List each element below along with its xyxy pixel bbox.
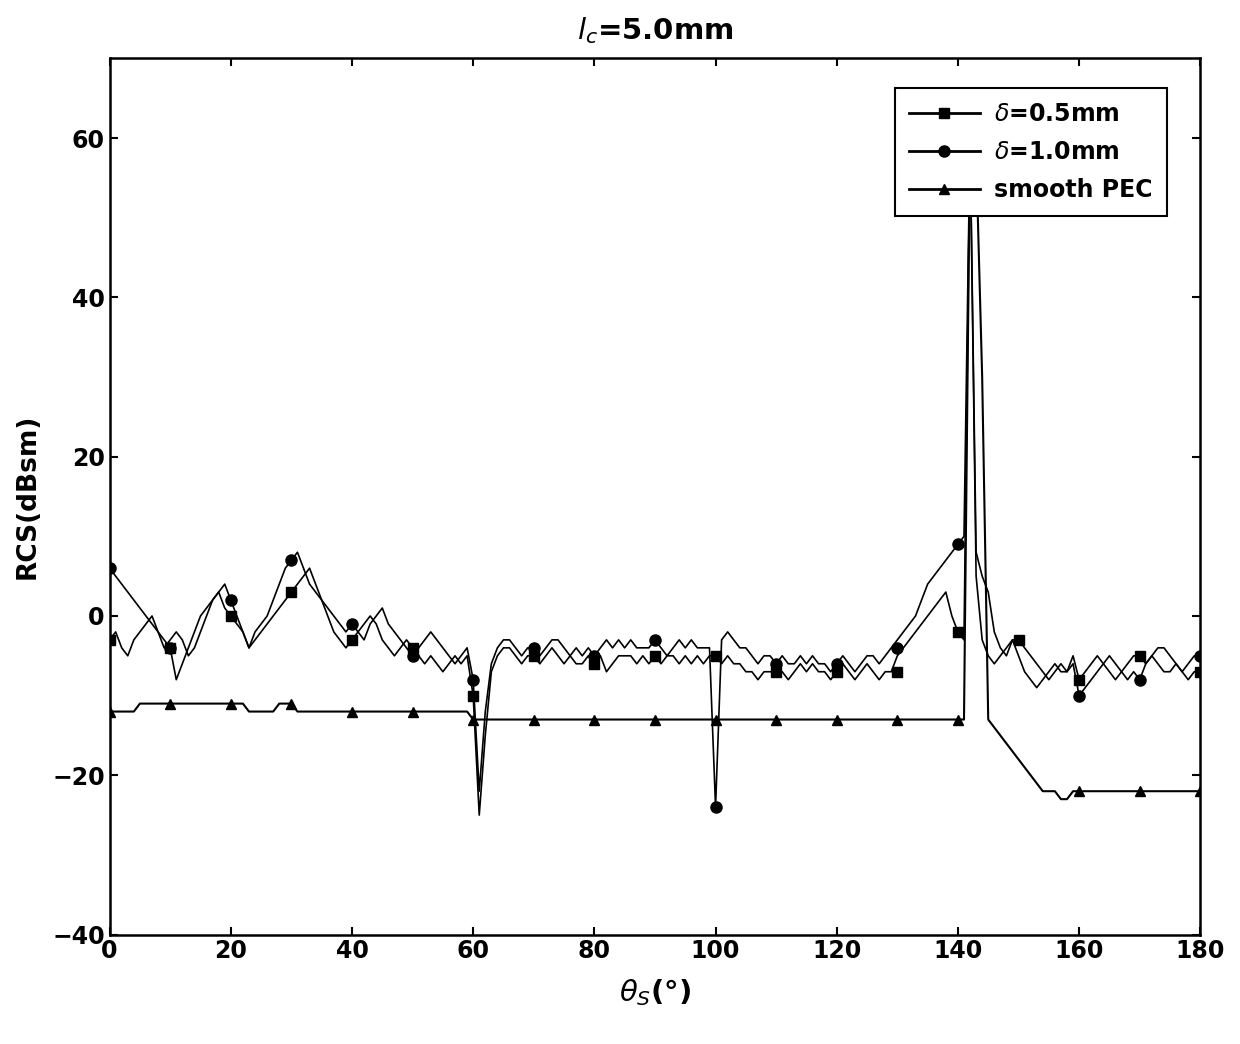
$\delta$=1.0mm [102, 562, 117, 574]
$\delta$=1.0mm [466, 673, 481, 686]
$\delta$=1.0mm [890, 642, 905, 655]
Title: $l_c$=5.0mm: $l_c$=5.0mm [577, 15, 733, 46]
smooth PEC [162, 697, 177, 710]
$\delta$=0.5mm [1193, 665, 1208, 678]
smooth PEC [526, 713, 541, 726]
smooth PEC [1132, 785, 1147, 798]
$\delta$=0.5mm [405, 642, 420, 655]
X-axis label: $\theta_S$(°): $\theta_S$(°) [619, 977, 691, 1009]
smooth PEC [830, 713, 844, 726]
Legend: $\delta$=0.5mm, $\delta$=1.0mm, smooth PEC: $\delta$=0.5mm, $\delta$=1.0mm, smooth P… [895, 88, 1167, 216]
$\delta$=0.5mm [162, 642, 177, 655]
smooth PEC [284, 697, 299, 710]
$\delta$=0.5mm [830, 665, 844, 678]
smooth PEC [1011, 132, 1025, 144]
$\delta$=0.5mm [1011, 634, 1025, 646]
$\delta$=1.0mm [962, 132, 977, 144]
$\delta$=1.0mm [1132, 673, 1147, 686]
$\delta$=1.0mm [1011, 132, 1025, 144]
Line: $\delta$=0.5mm: $\delta$=0.5mm [104, 134, 1205, 701]
smooth PEC [405, 706, 420, 718]
Line: $\delta$=1.0mm: $\delta$=1.0mm [104, 133, 1205, 812]
$\delta$=0.5mm [647, 649, 662, 662]
$\delta$=0.5mm [1071, 673, 1086, 686]
$\delta$=0.5mm [708, 649, 723, 662]
Line: smooth PEC: smooth PEC [104, 134, 1205, 797]
$\delta$=1.0mm [769, 658, 784, 670]
smooth PEC [769, 713, 784, 726]
$\delta$=0.5mm [223, 610, 238, 622]
$\delta$=0.5mm [526, 649, 541, 662]
$\delta$=1.0mm [708, 801, 723, 813]
$\delta$=0.5mm [769, 665, 784, 678]
smooth PEC [951, 713, 966, 726]
smooth PEC [223, 697, 238, 710]
$\delta$=1.0mm [284, 554, 299, 567]
$\delta$=0.5mm [1132, 649, 1147, 662]
$\delta$=1.0mm [587, 649, 601, 662]
$\delta$=0.5mm [466, 689, 481, 702]
$\delta$=0.5mm [102, 634, 117, 646]
smooth PEC [1071, 785, 1086, 798]
smooth PEC [1193, 785, 1208, 798]
$\delta$=0.5mm [962, 132, 977, 144]
smooth PEC [466, 713, 481, 726]
smooth PEC [102, 706, 117, 718]
$\delta$=1.0mm [647, 634, 662, 646]
smooth PEC [647, 713, 662, 726]
smooth PEC [345, 706, 360, 718]
smooth PEC [890, 713, 905, 726]
$\delta$=1.0mm [1193, 649, 1208, 662]
$\delta$=1.0mm [526, 642, 541, 655]
$\delta$=1.0mm [405, 649, 420, 662]
$\delta$=0.5mm [890, 665, 905, 678]
$\delta$=1.0mm [162, 642, 177, 655]
smooth PEC [708, 713, 723, 726]
Y-axis label: RCS(dBsm): RCS(dBsm) [15, 413, 41, 579]
smooth PEC [587, 713, 601, 726]
$\delta$=0.5mm [284, 586, 299, 598]
$\delta$=1.0mm [345, 618, 360, 631]
$\delta$=0.5mm [345, 634, 360, 646]
$\delta$=0.5mm [587, 658, 601, 670]
$\delta$=1.0mm [951, 538, 966, 550]
$\delta$=1.0mm [223, 594, 238, 607]
$\delta$=1.0mm [1071, 689, 1086, 702]
$\delta$=0.5mm [951, 625, 966, 638]
$\delta$=1.0mm [830, 658, 844, 670]
